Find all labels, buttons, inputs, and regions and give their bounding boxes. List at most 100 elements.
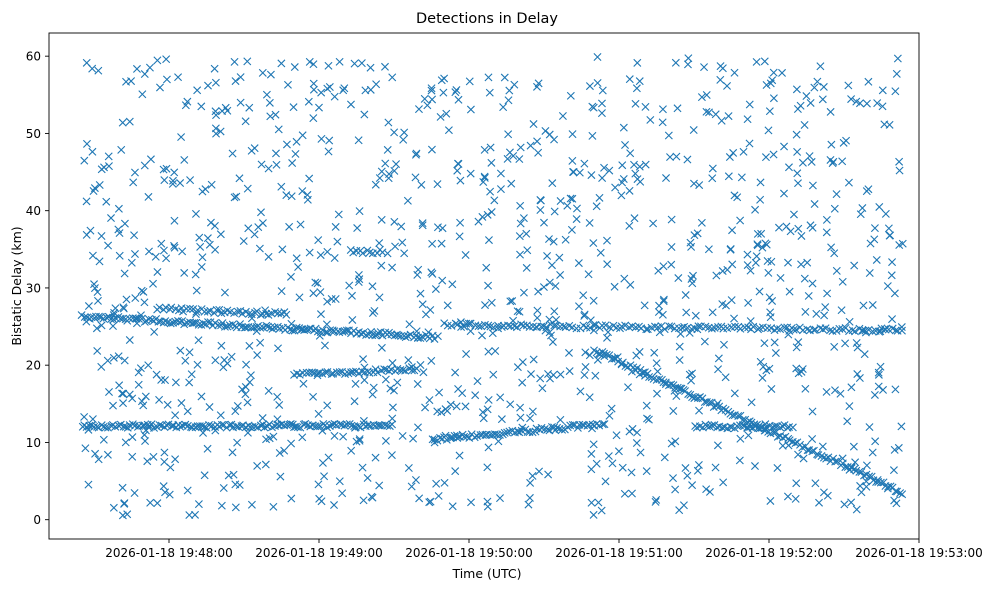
detection-point [273,392,282,401]
detection-point [413,334,422,342]
detection-point [729,148,738,157]
detection-point [261,306,270,315]
detection-point [432,479,441,488]
detection-point [522,229,531,238]
detection-point [217,341,226,350]
detection-point [484,73,493,82]
detection-point [371,180,380,189]
detection-point [708,421,717,430]
detection-point [591,371,600,380]
detection-point [633,58,642,67]
detection-point [350,397,359,406]
detection-point [822,228,831,237]
x-tick-label: 2026-01-18 19:49:00 [255,546,382,560]
detection-point [791,494,800,503]
detection-point [453,159,462,168]
detection-point [515,307,524,316]
detection-point [93,346,102,355]
detection-point [315,494,324,503]
detection-point [335,57,344,66]
detection-point [743,115,752,124]
detection-point [572,215,581,224]
detection-point [245,341,254,350]
detection-point [891,326,900,335]
detection-point [528,407,537,416]
detection-point [776,273,785,282]
detection-point [695,406,704,415]
detection-point [685,370,694,379]
detection-point [223,359,232,368]
detection-point [481,301,490,310]
detection-point [872,255,881,264]
detection-point [381,375,390,384]
detection-point [593,355,602,364]
detection-point [516,413,525,422]
detection-point [888,315,897,324]
detection-point [134,380,143,389]
detection-point [141,392,150,401]
detection-point [676,329,685,338]
detection-point [125,336,134,345]
detection-point [104,241,113,250]
detection-point [764,268,773,277]
detection-point [441,431,450,440]
detection-point [323,423,332,432]
detection-point [177,133,186,142]
detection-point [852,505,861,514]
detection-point [588,131,597,140]
detection-point [102,313,111,322]
detection-point [753,420,761,429]
detection-point [211,426,220,435]
detection-point [897,326,906,335]
detection-point [247,500,256,509]
detection-point [258,219,267,228]
detection-point [852,97,861,106]
detection-point [801,307,810,316]
detection-point [234,422,243,431]
detection-point [586,323,595,332]
detection-point [707,324,716,333]
detection-point [632,439,641,448]
detection-point [398,366,407,375]
detection-point [803,325,812,334]
detection-point [331,295,340,303]
detection-point [822,387,831,396]
detection-point [412,149,421,158]
detection-point [824,453,833,462]
detection-point [548,179,557,188]
detection-point [360,363,369,372]
detection-point [170,241,179,250]
detection-point [793,169,802,178]
detection-point [582,323,591,332]
detection-point [192,286,201,295]
detection-point [347,446,356,455]
detection-point [368,390,377,399]
detection-point [856,481,865,490]
detection-point [153,267,162,276]
detection-point [697,218,706,227]
detection-point [456,176,465,185]
detection-point [82,317,91,326]
detection-point [875,202,884,211]
detection-point [632,84,641,93]
detection-point [765,293,774,302]
detection-point [483,210,492,219]
detection-point [717,116,726,125]
detection-point [347,421,356,430]
detection-point [122,77,131,86]
detection-point [161,488,170,497]
detection-point [191,270,200,279]
detection-point [892,69,901,78]
detection-point [162,75,171,84]
detection-point [384,174,393,183]
detection-point [847,463,856,472]
detection-point [375,481,384,490]
detection-point [298,433,307,442]
detection-point [84,480,93,489]
detection-point [181,420,190,429]
detection-point [399,135,408,144]
detection-point [131,294,140,303]
detection-point [768,296,777,305]
detection-point [534,287,543,296]
detection-point [800,120,809,129]
